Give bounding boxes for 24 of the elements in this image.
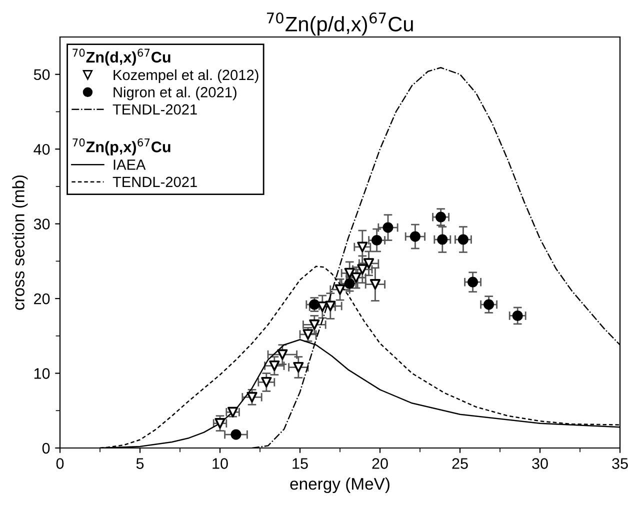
x-tick-label: 25	[452, 458, 468, 469]
legend-label: IAEA	[114, 160, 146, 170]
y-tick-label: 40	[34, 144, 50, 155]
y-tick-label: 50	[34, 69, 50, 80]
x-tick-label: 10	[212, 458, 228, 469]
annotation: $^{70}$Zn(p,x)$^{67}$Cu	[72, 138, 170, 156]
y-tick-label: 20	[34, 293, 50, 304]
y-axis-title: cross section (mb)	[12, 175, 28, 310]
y-tick-label: 30	[34, 218, 50, 230]
x-tick-label: 5	[136, 458, 144, 469]
x-tick-label: 35	[612, 458, 628, 469]
legend-label: Nigron et al. (2021)	[114, 86, 236, 100]
x-tick-label: 30	[532, 458, 548, 469]
chart-title: $^{70}$Zn(p/d,x)$^{67}$Cu	[267, 12, 413, 36]
legend-title: $^{70}$Zn(d,x)$^{67}$Cu	[72, 48, 170, 66]
y-tick-label: 0	[42, 442, 50, 454]
legend-label: TENDL-2021	[112, 176, 197, 188]
y-tick-label: 10	[34, 368, 50, 379]
x-tick-label: 20	[372, 458, 388, 469]
x-tick-label: 0	[56, 458, 64, 469]
x-tick-label: 15	[292, 458, 308, 469]
legend-label: TENDL-2021	[112, 104, 197, 115]
x-axis-title: energy (MeV)	[290, 478, 390, 494]
legend-label: Kozempel et al. (2012)	[114, 69, 258, 84]
